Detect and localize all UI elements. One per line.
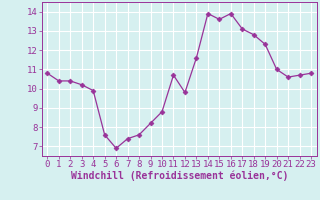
X-axis label: Windchill (Refroidissement éolien,°C): Windchill (Refroidissement éolien,°C) — [70, 171, 288, 181]
